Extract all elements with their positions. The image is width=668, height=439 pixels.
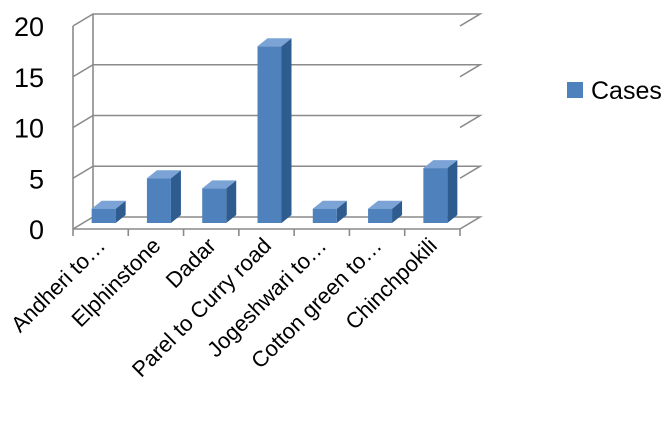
bar-top <box>146 170 181 179</box>
bar-top <box>202 180 237 189</box>
bar-front <box>91 208 116 223</box>
bar-front <box>368 208 393 223</box>
bar-1 <box>91 200 126 223</box>
bar-top <box>257 38 292 47</box>
bar-front <box>257 46 282 223</box>
bar-6 <box>368 200 403 223</box>
y-tick-label-20: 20 <box>14 12 44 42</box>
legend-swatch <box>567 82 583 98</box>
bar-side <box>336 200 347 223</box>
bar-front <box>202 188 227 223</box>
bar-top <box>368 200 403 209</box>
y-tick-label-10: 10 <box>14 114 44 144</box>
legend: Cases <box>567 77 662 105</box>
bar-front <box>146 178 171 223</box>
bar-3 <box>202 180 237 223</box>
bar-side <box>281 38 292 223</box>
y-tick-label-15: 15 <box>14 63 44 93</box>
y-tick-label-5: 5 <box>29 164 44 194</box>
bar-7 <box>423 160 458 223</box>
bars <box>91 38 458 223</box>
bar-side <box>170 170 181 223</box>
bar-front <box>423 168 448 223</box>
y-tick-label-0: 0 <box>29 215 44 245</box>
bar-top <box>423 160 458 169</box>
axes <box>72 14 461 236</box>
bar-side <box>115 200 126 223</box>
bar-side <box>447 160 458 223</box>
bar-top <box>312 200 347 209</box>
bar-5 <box>312 200 347 223</box>
gridline-20 <box>72 13 483 27</box>
bar-top <box>91 200 126 209</box>
bar-4 <box>257 38 292 223</box>
bar-front <box>312 208 337 223</box>
bar-side <box>226 180 237 223</box>
bar-side <box>392 200 403 223</box>
legend-label-cases: Cases <box>591 77 662 105</box>
y-axis-ticks: 0 5 10 15 20 <box>14 12 44 245</box>
bar-2 <box>146 170 181 223</box>
